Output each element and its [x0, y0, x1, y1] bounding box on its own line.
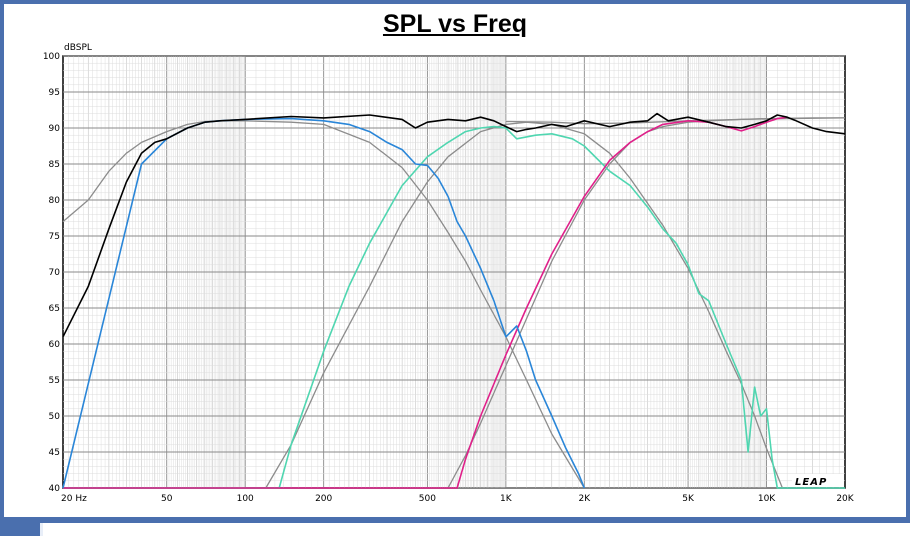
series-line-target-lowpass	[62, 120, 585, 489]
x-tick-label: 500	[419, 494, 436, 504]
grid	[63, 55, 845, 489]
y-tick-label: 50	[49, 412, 61, 422]
bottom-panel	[40, 523, 910, 536]
x-tick-label: 5K	[682, 494, 695, 504]
y-tick-label: 60	[49, 340, 61, 350]
y-axis-label: dBSPL	[64, 43, 92, 53]
x-tick-label: 20 Hz	[61, 494, 87, 504]
y-axis-ticks: 40 45 50 55 60 65 70 75 80 85 90 95 100	[43, 52, 60, 494]
leap-watermark: LEAP	[795, 477, 827, 488]
series-line-target-bandpass	[265, 121, 784, 489]
series-line-midrange	[63, 125, 845, 489]
x-tick-label: 200	[315, 494, 332, 504]
y-tick-label: 95	[49, 88, 60, 98]
x-tick-label: 100	[237, 494, 254, 504]
y-tick-label: 85	[49, 160, 60, 170]
x-tick-label: 50	[161, 494, 173, 504]
series-line-total	[62, 112, 846, 338]
chart-title: SPL vs Freq	[382, 10, 528, 38]
y-tick-label: 90	[49, 124, 61, 134]
x-tick-label: 20K	[836, 494, 854, 504]
y-tick-label: 80	[49, 196, 61, 206]
series-group	[62, 112, 846, 489]
y-tick-label: 65	[49, 304, 60, 314]
y-tick-label: 75	[49, 232, 60, 242]
y-tick-label: 70	[49, 268, 61, 278]
series-line-tweeter	[63, 116, 788, 489]
y-tick-label: 55	[49, 376, 60, 386]
x-tick-label: 2K	[579, 494, 592, 504]
x-tick-label: 10K	[758, 494, 776, 504]
x-axis-ticks: 20 Hz 50 100 200 500 1K 2K 5K 10K 20K	[61, 494, 855, 504]
y-tick-label: 100	[43, 52, 60, 62]
watermark-backdrop	[792, 474, 844, 487]
x-tick-label: 1K	[500, 494, 513, 504]
y-tick-label: 40	[49, 484, 61, 494]
y-tick-label: 45	[49, 448, 60, 458]
